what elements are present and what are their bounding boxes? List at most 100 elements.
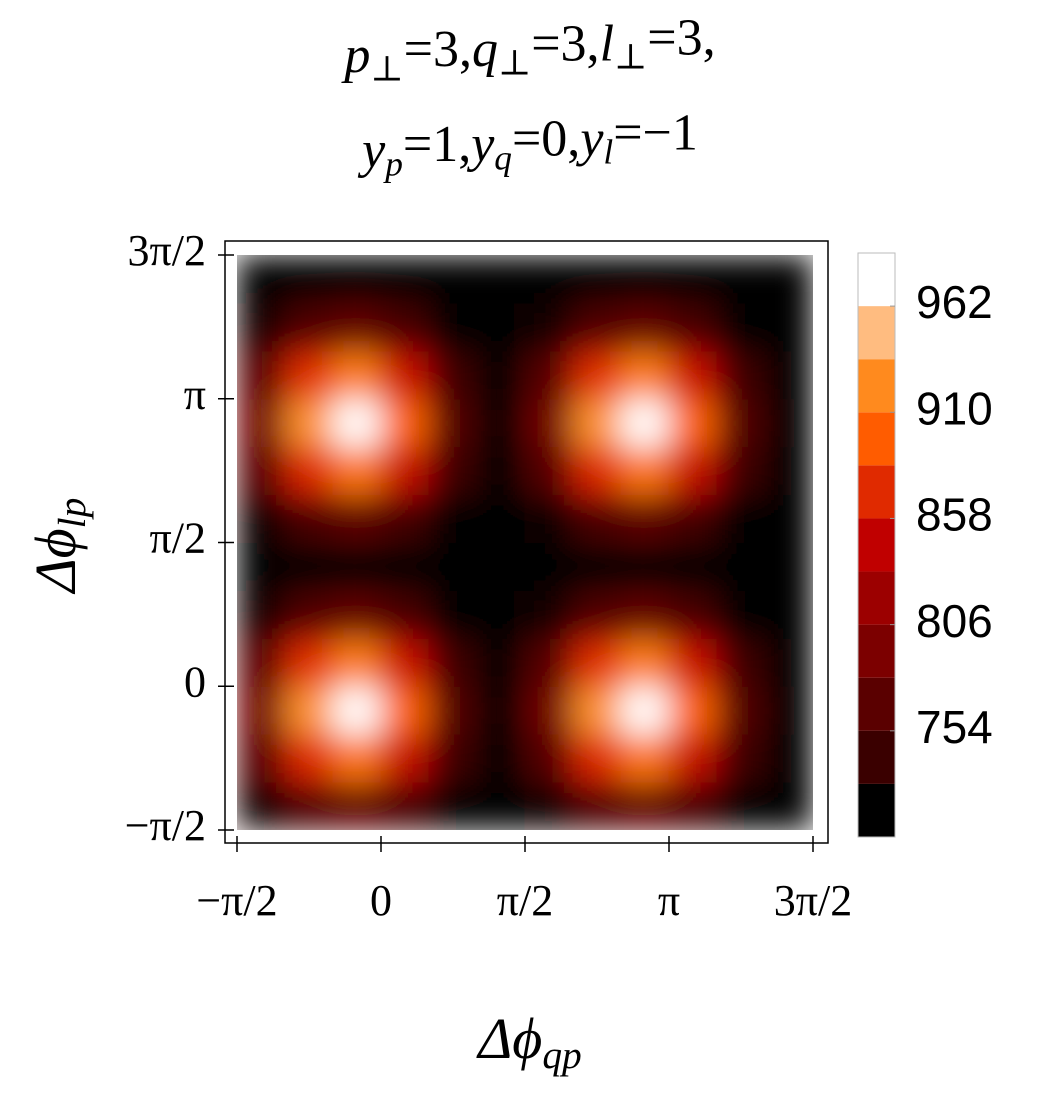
- label-text: =−1: [613, 104, 698, 161]
- heat-cell: [428, 446, 478, 496]
- heat-cell: [332, 541, 382, 591]
- heat-cell: [476, 685, 526, 735]
- colorbar-band: [858, 306, 895, 360]
- heat-cell: [524, 541, 574, 591]
- heat-cell: [668, 446, 718, 496]
- heat-cell: [284, 255, 334, 304]
- label-base: p: [340, 27, 370, 84]
- heat-cell: [716, 637, 766, 687]
- heat-cell: [524, 733, 574, 783]
- heat-cell: [620, 446, 670, 496]
- label-sub: q: [494, 138, 512, 178]
- heat-cell: [237, 541, 286, 591]
- heat-cell: [572, 589, 622, 639]
- heat-cell: [476, 589, 526, 639]
- heat-cell: [572, 446, 622, 496]
- heat-cell: [380, 781, 430, 830]
- heat-cell: [620, 494, 670, 543]
- heat-cell: [476, 637, 526, 687]
- heatmap: [237, 255, 813, 830]
- heat-cell: [237, 302, 286, 352]
- heat-cell: [237, 255, 286, 304]
- x-tick-label: −π/2: [196, 876, 277, 925]
- heat-cell: [572, 733, 622, 783]
- heat-cell: [524, 302, 574, 352]
- label-sub: p: [382, 143, 403, 183]
- heat-cell: [284, 302, 334, 352]
- heat-cell: [716, 255, 766, 304]
- heat-cell: [428, 685, 478, 735]
- heat-cell: [284, 589, 334, 639]
- heatmap-cells: [237, 255, 813, 830]
- colorbar-tick-label: 754: [916, 701, 993, 753]
- colorbar-band: [858, 253, 895, 307]
- heat-cell: [284, 541, 334, 591]
- y-axis-label: Δϕlp: [23, 498, 94, 595]
- heat-cell: [284, 637, 334, 687]
- heat-cell: [524, 637, 574, 687]
- colorbar-frame: [857, 252, 896, 838]
- heat-cell: [380, 446, 430, 496]
- heat-cell: [620, 589, 670, 639]
- heat-cell: [620, 255, 670, 304]
- heat-cell: [668, 541, 718, 591]
- x-tick-label: π/2: [497, 876, 553, 925]
- heat-cell: [380, 350, 430, 400]
- label-base: l: [600, 15, 614, 72]
- x-tick-label: 0: [370, 876, 392, 925]
- heat-cell: [620, 350, 670, 400]
- heat-cell: [716, 302, 766, 352]
- heat-cell: [572, 541, 622, 591]
- heat-cell: [476, 733, 526, 783]
- heat-cell: [380, 398, 430, 448]
- heat-cell: [332, 255, 382, 304]
- label-sub: l: [603, 132, 613, 172]
- heat-cell: [428, 589, 478, 639]
- heat-cell: [332, 733, 382, 783]
- heat-cell: [764, 733, 813, 783]
- heat-cell: [380, 685, 430, 735]
- colorbar-band: [858, 624, 895, 678]
- colorbar-band: [858, 730, 895, 784]
- x-axis-label: Δϕqp: [476, 1006, 581, 1077]
- y-tick-label: −π/2: [125, 801, 206, 850]
- heat-cell: [428, 302, 478, 352]
- heat-cell: [428, 255, 478, 304]
- heat-cell: [380, 589, 430, 639]
- y-tick-label: π/2: [150, 514, 206, 563]
- heat-cell: [764, 350, 813, 400]
- heat-cell: [284, 685, 334, 735]
- colorbar-tick-label: 806: [916, 595, 993, 647]
- heat-cell: [284, 733, 334, 783]
- heat-cell: [237, 733, 286, 783]
- heat-cell: [668, 494, 718, 543]
- heat-cell: [572, 781, 622, 830]
- heat-cell: [572, 494, 622, 543]
- heat-cell: [332, 350, 382, 400]
- heat-cell: [332, 637, 382, 687]
- heat-cell: [428, 733, 478, 783]
- y-tick-label: 3π/2: [128, 226, 206, 275]
- colorbar-tick-label: 910: [916, 382, 993, 434]
- heat-cell: [572, 255, 622, 304]
- label-sub: ⊥: [614, 37, 647, 77]
- heat-cell: [332, 494, 382, 543]
- heat-cell: [237, 781, 286, 830]
- heat-cell: [764, 589, 813, 639]
- heat-cell: [524, 350, 574, 400]
- heat-cell: [764, 781, 813, 830]
- colorbar-band: [858, 677, 895, 731]
- heat-cell: [332, 589, 382, 639]
- heat-cell: [572, 302, 622, 352]
- heat-cell: [380, 255, 430, 304]
- heat-cell: [524, 685, 574, 735]
- heat-cell: [380, 494, 430, 543]
- heat-cell: [764, 541, 813, 591]
- heat-cell: [284, 494, 334, 543]
- heat-cell: [428, 541, 478, 591]
- heat-cell: [572, 637, 622, 687]
- label-base: Δϕ: [23, 528, 88, 594]
- heat-cell: [380, 302, 430, 352]
- label-sub: qp: [542, 1033, 581, 1077]
